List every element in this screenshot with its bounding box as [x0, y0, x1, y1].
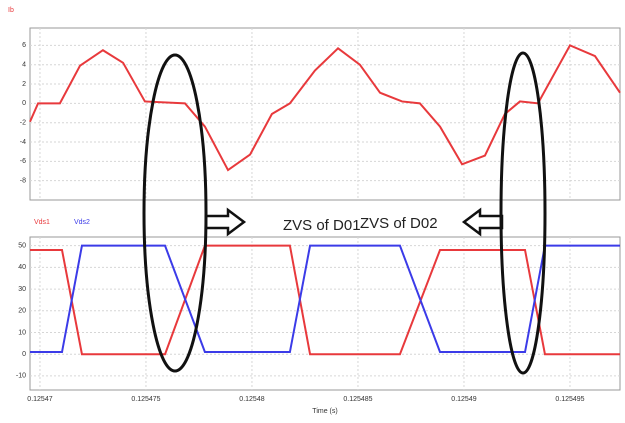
y-tick-label: 30 [18, 286, 26, 293]
x-tick-label: 0.12548 [239, 396, 264, 403]
highlight-ellipse [499, 51, 547, 375]
y-tick-label: 2 [22, 81, 26, 88]
plot-area [29, 27, 621, 201]
y-tick-label: 50 [18, 243, 26, 250]
legend-label: Ib [8, 7, 14, 14]
x-tick-label: 0.12549 [451, 396, 476, 403]
legend-label: Vds2 [74, 219, 90, 226]
annotation: ZVS of D02 [360, 215, 438, 232]
annotation: ZVS of D01 [283, 217, 361, 234]
x-tick-label: 0.12547 [27, 396, 52, 403]
y-tick-label: 20 [18, 308, 26, 315]
y-tick-label: 4 [22, 62, 26, 69]
y-tick-label: 40 [18, 264, 26, 271]
y-tick-label: 0 [22, 100, 26, 107]
x-axis-label: Time (s) [312, 408, 337, 415]
y-tick-label: 6 [22, 42, 26, 49]
y-tick-label: -10 [16, 373, 26, 380]
series-line [29, 44, 621, 172]
series-line [30, 244, 620, 354]
x-tick-label: 0.125495 [555, 396, 584, 403]
legend-label: Vds1 [34, 219, 50, 226]
y-tick-label: -4 [20, 139, 26, 146]
arrow-left [461, 207, 504, 237]
y-tick-label: 0 [22, 351, 26, 358]
highlight-ellipse [142, 53, 208, 373]
y-tick-label: -6 [20, 158, 26, 165]
arrow-right [204, 207, 247, 237]
y-tick-label: -8 [20, 178, 26, 185]
y-tick-label: -2 [20, 120, 26, 127]
x-tick-label: 0.125485 [343, 396, 372, 403]
plot-area [29, 236, 621, 391]
y-tick-label: 10 [18, 329, 26, 336]
x-tick-label: 0.125475 [131, 396, 160, 403]
